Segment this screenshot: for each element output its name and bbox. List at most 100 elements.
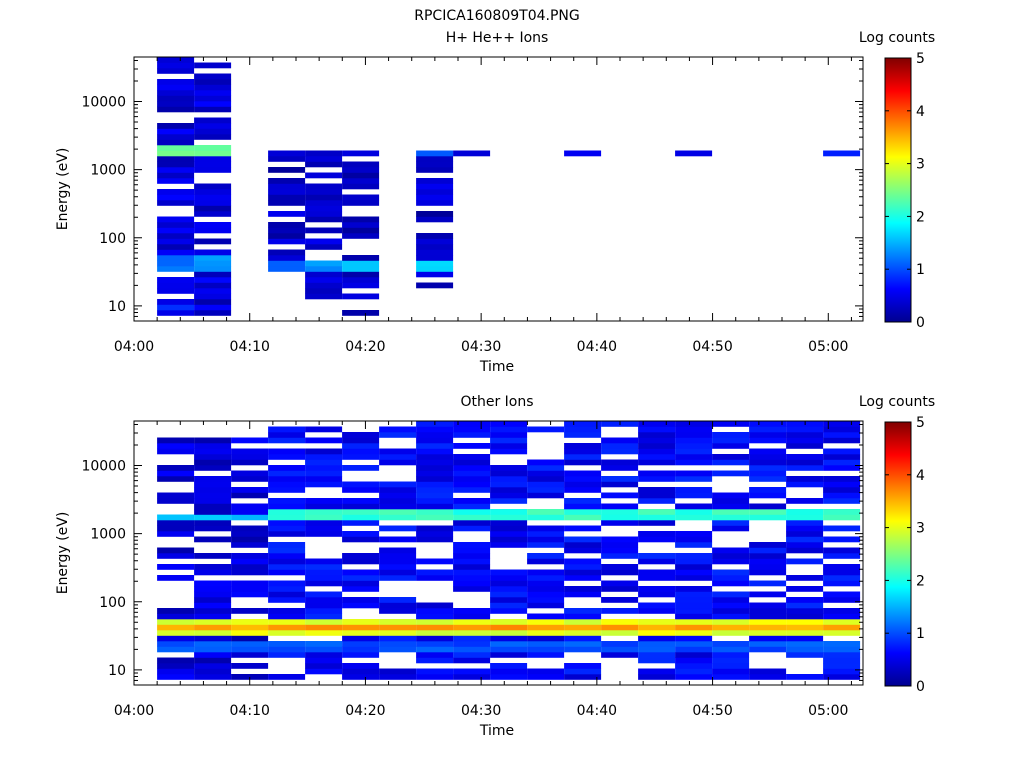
heatmap-cell bbox=[157, 514, 195, 521]
heatmap-cell bbox=[268, 211, 306, 217]
y-axis-ticks: 10 100 1000 10000 bbox=[81, 423, 863, 686]
heatmap-cell bbox=[527, 509, 565, 515]
heatmap-cell bbox=[675, 597, 713, 603]
heatmap-cell bbox=[157, 161, 195, 168]
heatmap-cell bbox=[712, 646, 750, 653]
heatmap-cell bbox=[305, 624, 343, 631]
heatmap-cell bbox=[453, 525, 491, 532]
heatmap-cell bbox=[490, 498, 528, 504]
heatmap-cell bbox=[305, 293, 343, 300]
heatmap-cell bbox=[527, 646, 565, 653]
heatmap-cell bbox=[157, 674, 195, 680]
heatmap-cell bbox=[527, 470, 565, 477]
heatmap-cell bbox=[786, 619, 824, 625]
heatmap-cell bbox=[305, 260, 343, 267]
heatmap-cell bbox=[342, 222, 380, 228]
heatmap-cell bbox=[379, 553, 417, 559]
heatmap-cell bbox=[675, 635, 713, 642]
heatmap-cell bbox=[786, 613, 824, 620]
heatmap-cell bbox=[194, 260, 232, 267]
heatmap-cell bbox=[749, 641, 787, 647]
heatmap-cell bbox=[638, 586, 676, 592]
heatmap-cell bbox=[712, 514, 750, 521]
heatmap-cell bbox=[342, 172, 380, 179]
heatmap-cell bbox=[749, 613, 787, 620]
heatmap-cell bbox=[453, 641, 491, 647]
heatmap-cell bbox=[268, 586, 306, 592]
heatmap-cell bbox=[601, 597, 639, 603]
heatmap-cell bbox=[157, 172, 195, 179]
heatmap-cell bbox=[379, 503, 417, 510]
heatmap-cell bbox=[268, 503, 306, 510]
heatmap-cell bbox=[342, 646, 380, 653]
heatmap-cell bbox=[638, 492, 676, 499]
heatmap-cell bbox=[231, 663, 269, 669]
heatmap-cell bbox=[231, 591, 269, 598]
heatmap-cell bbox=[157, 663, 195, 669]
heatmap-cell bbox=[305, 509, 343, 515]
heatmap-cell bbox=[564, 150, 602, 157]
heatmap-cell bbox=[749, 514, 787, 521]
heatmap-cell bbox=[416, 282, 454, 289]
heatmap-cell bbox=[379, 597, 417, 603]
heatmap-cell bbox=[786, 509, 824, 515]
heatmap-cell bbox=[231, 514, 269, 521]
heatmap-cell bbox=[194, 668, 232, 675]
heatmap-cell bbox=[268, 222, 306, 228]
heatmap-cell bbox=[453, 487, 491, 493]
heatmap-cell bbox=[601, 459, 639, 466]
heatmap-cell bbox=[749, 492, 787, 499]
heatmap-cell bbox=[379, 509, 417, 515]
x-axis-ticks: 04:00 04:10 04:20 04:30 04:40 04:50 05:00 bbox=[114, 57, 852, 355]
heatmap-cell bbox=[786, 498, 824, 504]
heatmap-cell bbox=[453, 586, 491, 592]
heatmap-cell bbox=[823, 432, 861, 438]
heatmap-cell bbox=[601, 630, 639, 636]
heatmap-cell bbox=[268, 569, 306, 576]
heatmap-cell bbox=[157, 249, 195, 256]
heatmap-cell bbox=[638, 454, 676, 460]
heatmap-cell bbox=[527, 674, 565, 680]
heatmap-cell bbox=[379, 536, 417, 543]
heatmap-cell bbox=[638, 514, 676, 521]
heatmap-cell bbox=[638, 630, 676, 636]
heatmap-cell bbox=[268, 619, 306, 625]
heatmap-cell bbox=[490, 514, 528, 521]
heatmap-cell bbox=[231, 448, 269, 455]
heatmap-cell bbox=[194, 84, 232, 91]
heatmap-cell bbox=[823, 668, 861, 675]
heatmap-cell bbox=[231, 558, 269, 565]
heatmap-cell bbox=[231, 564, 269, 570]
heatmap-cell bbox=[342, 558, 380, 565]
heatmap-cell bbox=[157, 531, 195, 537]
heatmap-cell bbox=[416, 514, 454, 521]
heatmap-cell bbox=[490, 630, 528, 636]
heatmap-cell bbox=[712, 558, 750, 565]
heatmap-cell bbox=[342, 167, 380, 173]
heatmap-cell bbox=[157, 90, 195, 96]
heatmap-cell bbox=[268, 580, 306, 587]
heatmap-cell bbox=[268, 448, 306, 455]
heatmap-cell bbox=[231, 646, 269, 653]
panel-title: H+ He++ Ions bbox=[446, 30, 549, 46]
heatmap-cell bbox=[194, 95, 232, 102]
heatmap-cell bbox=[231, 608, 269, 614]
heatmap-cell bbox=[601, 443, 639, 449]
heatmap-cell bbox=[157, 304, 195, 311]
heatmap-cell bbox=[823, 597, 861, 603]
heatmap-cell bbox=[453, 542, 491, 548]
heatmap-cell bbox=[416, 668, 454, 675]
heatmap-cell bbox=[231, 542, 269, 548]
heatmap-cell bbox=[786, 608, 824, 614]
heatmap-cell bbox=[786, 465, 824, 471]
heatmap-cell bbox=[638, 509, 676, 515]
heatmap-cell bbox=[675, 503, 713, 510]
heatmap-cell bbox=[527, 481, 565, 488]
heatmap-cell bbox=[268, 238, 306, 245]
heatmap-cell bbox=[675, 443, 713, 449]
heatmap-cell bbox=[749, 448, 787, 455]
heatmap-cell bbox=[268, 509, 306, 515]
heatmap-cell bbox=[194, 211, 232, 217]
heatmap-cell bbox=[453, 575, 491, 581]
heatmap-cell bbox=[157, 657, 195, 664]
